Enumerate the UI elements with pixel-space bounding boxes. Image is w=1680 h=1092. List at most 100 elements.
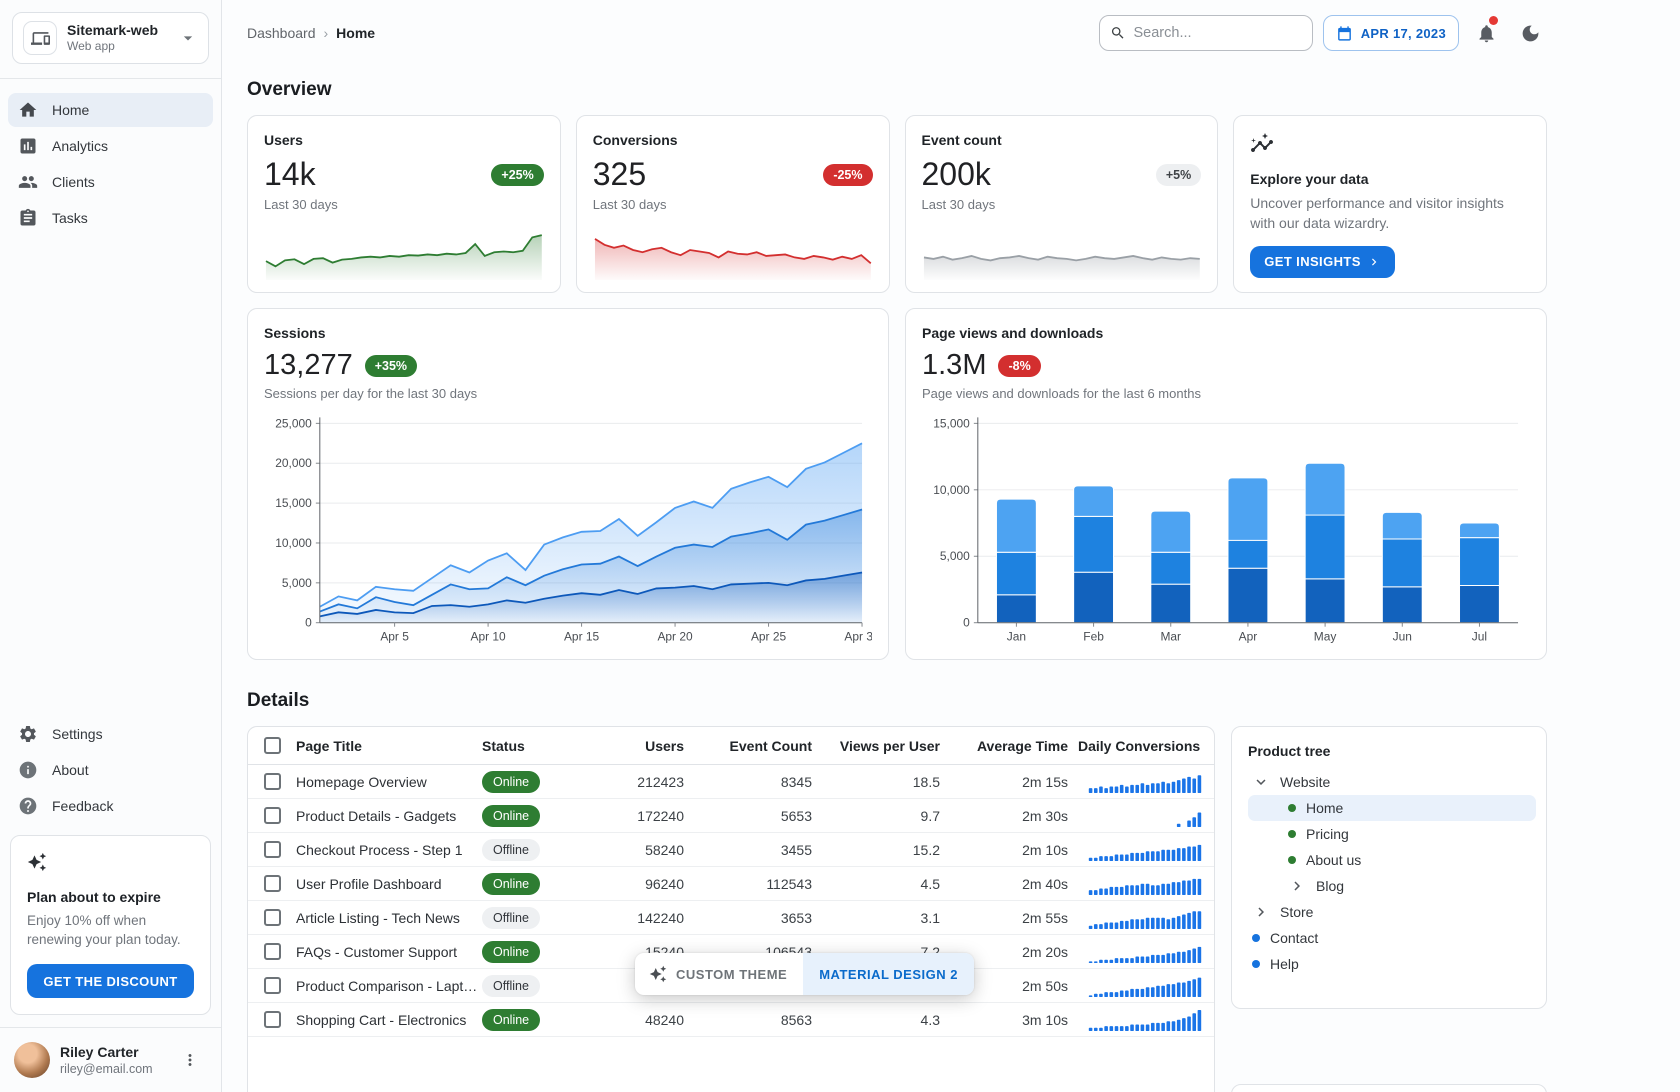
chevron-down-icon (178, 28, 198, 48)
table-row[interactable]: User Profile Dashboard Online 96240 1125… (248, 867, 1214, 901)
analytics-icon (20, 138, 36, 154)
col-views-per-user[interactable]: Views per User (839, 737, 940, 754)
theme-switcher: CUSTOM THEME MATERIAL DESIGN 2 (635, 953, 974, 995)
sidebar-item-analytics[interactable]: Analytics (8, 129, 213, 163)
svg-text:5,000: 5,000 (282, 576, 312, 590)
tree-item-blog[interactable]: Blog (1248, 873, 1536, 899)
table-row[interactable]: Article Listing - Tech News Offline 1422… (248, 901, 1214, 935)
bell-icon (1479, 24, 1493, 42)
sidebar-item-label: Clients (52, 174, 95, 190)
sidebar-item-about[interactable]: About (8, 753, 213, 787)
status-badge: Online (482, 1008, 541, 1031)
stat-card-conversions: Conversions 325 -25% Last 30 days (575, 115, 890, 293)
col-status[interactable]: Status (482, 737, 525, 754)
user-name: Riley Carter (60, 1043, 139, 1060)
svg-text:Apr 15: Apr 15 (564, 630, 600, 644)
stat-title: Users (264, 132, 303, 148)
svg-text:Mar: Mar (1160, 630, 1181, 644)
main-content: Dashboard › Home APR 17, 2023 (247, 0, 1547, 1092)
sidebar-item-label: Tasks (52, 210, 88, 226)
daily-conversions-sparkline (1088, 878, 1202, 895)
stat-value: 325 (592, 156, 647, 192)
row-checkbox[interactable] (263, 943, 281, 960)
tree-item-website[interactable]: Website (1248, 769, 1536, 795)
col-page-title[interactable]: Page Title (296, 737, 362, 754)
stat-caption: Last 30 days (921, 197, 996, 212)
dark-mode-toggle[interactable] (1513, 16, 1547, 50)
tree-item-store[interactable]: Store (1248, 899, 1536, 925)
chevron-down-icon (1252, 773, 1270, 791)
partially-visible-card (1231, 1084, 1547, 1092)
get-discount-button[interactable]: GET THE DISCOUNT (27, 964, 194, 998)
tree-item-help[interactable]: Help (1248, 951, 1536, 977)
table-row[interactable]: Homepage Overview Online 212423 8345 18.… (248, 765, 1214, 799)
date-picker-button[interactable]: APR 17, 2023 (1322, 15, 1459, 51)
col-daily-conversions[interactable]: Daily Conversions (1078, 737, 1201, 754)
chart-title: Sessions (264, 325, 326, 341)
table-row[interactable]: Checkout Process - Step 1 Offline 58240 … (248, 833, 1214, 867)
theme-option-custom[interactable]: CUSTOM THEME (635, 953, 803, 995)
gear-icon (20, 725, 36, 742)
sparkle-icon (27, 852, 47, 872)
status-badge: Online (482, 770, 541, 793)
chevron-right-icon (1288, 877, 1306, 895)
plan-expiry-card: Plan about to expire Enjoy 10% off when … (10, 834, 211, 1015)
status-badge: Online (482, 872, 541, 895)
workspace-selector[interactable]: Sitemark-web Web app (12, 12, 209, 64)
tree-item-contact[interactable]: Contact (1248, 925, 1536, 951)
row-checkbox[interactable] (263, 909, 281, 926)
search-icon (1111, 27, 1124, 39)
clipboard-icon (20, 208, 36, 226)
row-checkbox[interactable] (263, 875, 281, 892)
sidebar-item-feedback[interactable]: Feedback (8, 789, 213, 823)
chart-value: 13,277 (264, 349, 353, 381)
daily-conversions-sparkline (1088, 844, 1202, 861)
row-checkbox[interactable] (263, 807, 281, 824)
people-icon (18, 176, 38, 188)
table-row[interactable]: Shopping Cart - Electronics Online 48240… (248, 1003, 1214, 1037)
row-checkbox[interactable] (263, 1011, 281, 1028)
sidebar-item-tasks[interactable]: Tasks (8, 201, 213, 235)
table-row[interactable]: Product Details - Gadgets Online 172240 … (248, 799, 1214, 833)
get-insights-button[interactable]: GET INSIGHTS (1250, 245, 1395, 278)
right-column: Product tree Website Home Pricing (1231, 726, 1547, 1092)
svg-text:Apr 25: Apr 25 (751, 630, 787, 644)
insights-icon (1251, 133, 1274, 152)
col-average-time[interactable]: Average Time (976, 737, 1068, 754)
tree-item-about-us[interactable]: About us (1248, 847, 1536, 873)
sidebar-item-settings[interactable]: Settings (8, 717, 213, 751)
breadcrumb-separator: › (323, 25, 329, 41)
sidebar-item-home[interactable]: Home (8, 93, 213, 127)
row-checkbox[interactable] (263, 977, 281, 994)
col-users[interactable]: Users (645, 737, 684, 754)
notifications-button[interactable] (1469, 16, 1503, 50)
svg-text:Apr: Apr (1239, 630, 1258, 644)
tree-item-home[interactable]: Home (1248, 795, 1536, 821)
sidebar-item-clients[interactable]: Clients (8, 165, 213, 199)
search-box (1098, 15, 1313, 51)
theme-option-material-design-2[interactable]: MATERIAL DESIGN 2 (803, 953, 974, 995)
topbar: Dashboard › Home APR 17, 2023 (247, 15, 1547, 51)
table-row[interactable]: Product Comparison - Lapt… Offline 2m 50… (248, 969, 1214, 1003)
select-all-checkbox[interactable] (263, 737, 281, 754)
svg-text:Apr 30: Apr 30 (844, 630, 872, 644)
svg-text:10,000: 10,000 (933, 483, 970, 497)
svg-text:25,000: 25,000 (275, 416, 312, 430)
tree-item-pricing[interactable]: Pricing (1248, 821, 1536, 847)
user-menu-button[interactable] (173, 1043, 207, 1077)
svg-text:Jun: Jun (1393, 630, 1412, 644)
breadcrumb-dashboard[interactable]: Dashboard (247, 25, 316, 41)
col-event-count[interactable]: Event Count (729, 737, 812, 754)
trend-badge: -25% (823, 163, 873, 186)
sidebar-spacer (0, 235, 221, 703)
row-checkbox[interactable] (263, 841, 281, 858)
trend-badge: +35% (364, 354, 418, 377)
product-tree-title: Product tree (1248, 743, 1331, 759)
details-table: Page Title Status Users Event Count View… (247, 726, 1215, 1092)
svg-text:Feb: Feb (1083, 630, 1104, 644)
home-icon (19, 102, 37, 117)
search-input[interactable] (1133, 25, 1302, 41)
stat-card-users: Users 14k +25% Last 30 days (247, 115, 561, 293)
green-dot-icon (1288, 804, 1296, 812)
row-checkbox[interactable] (263, 773, 281, 790)
